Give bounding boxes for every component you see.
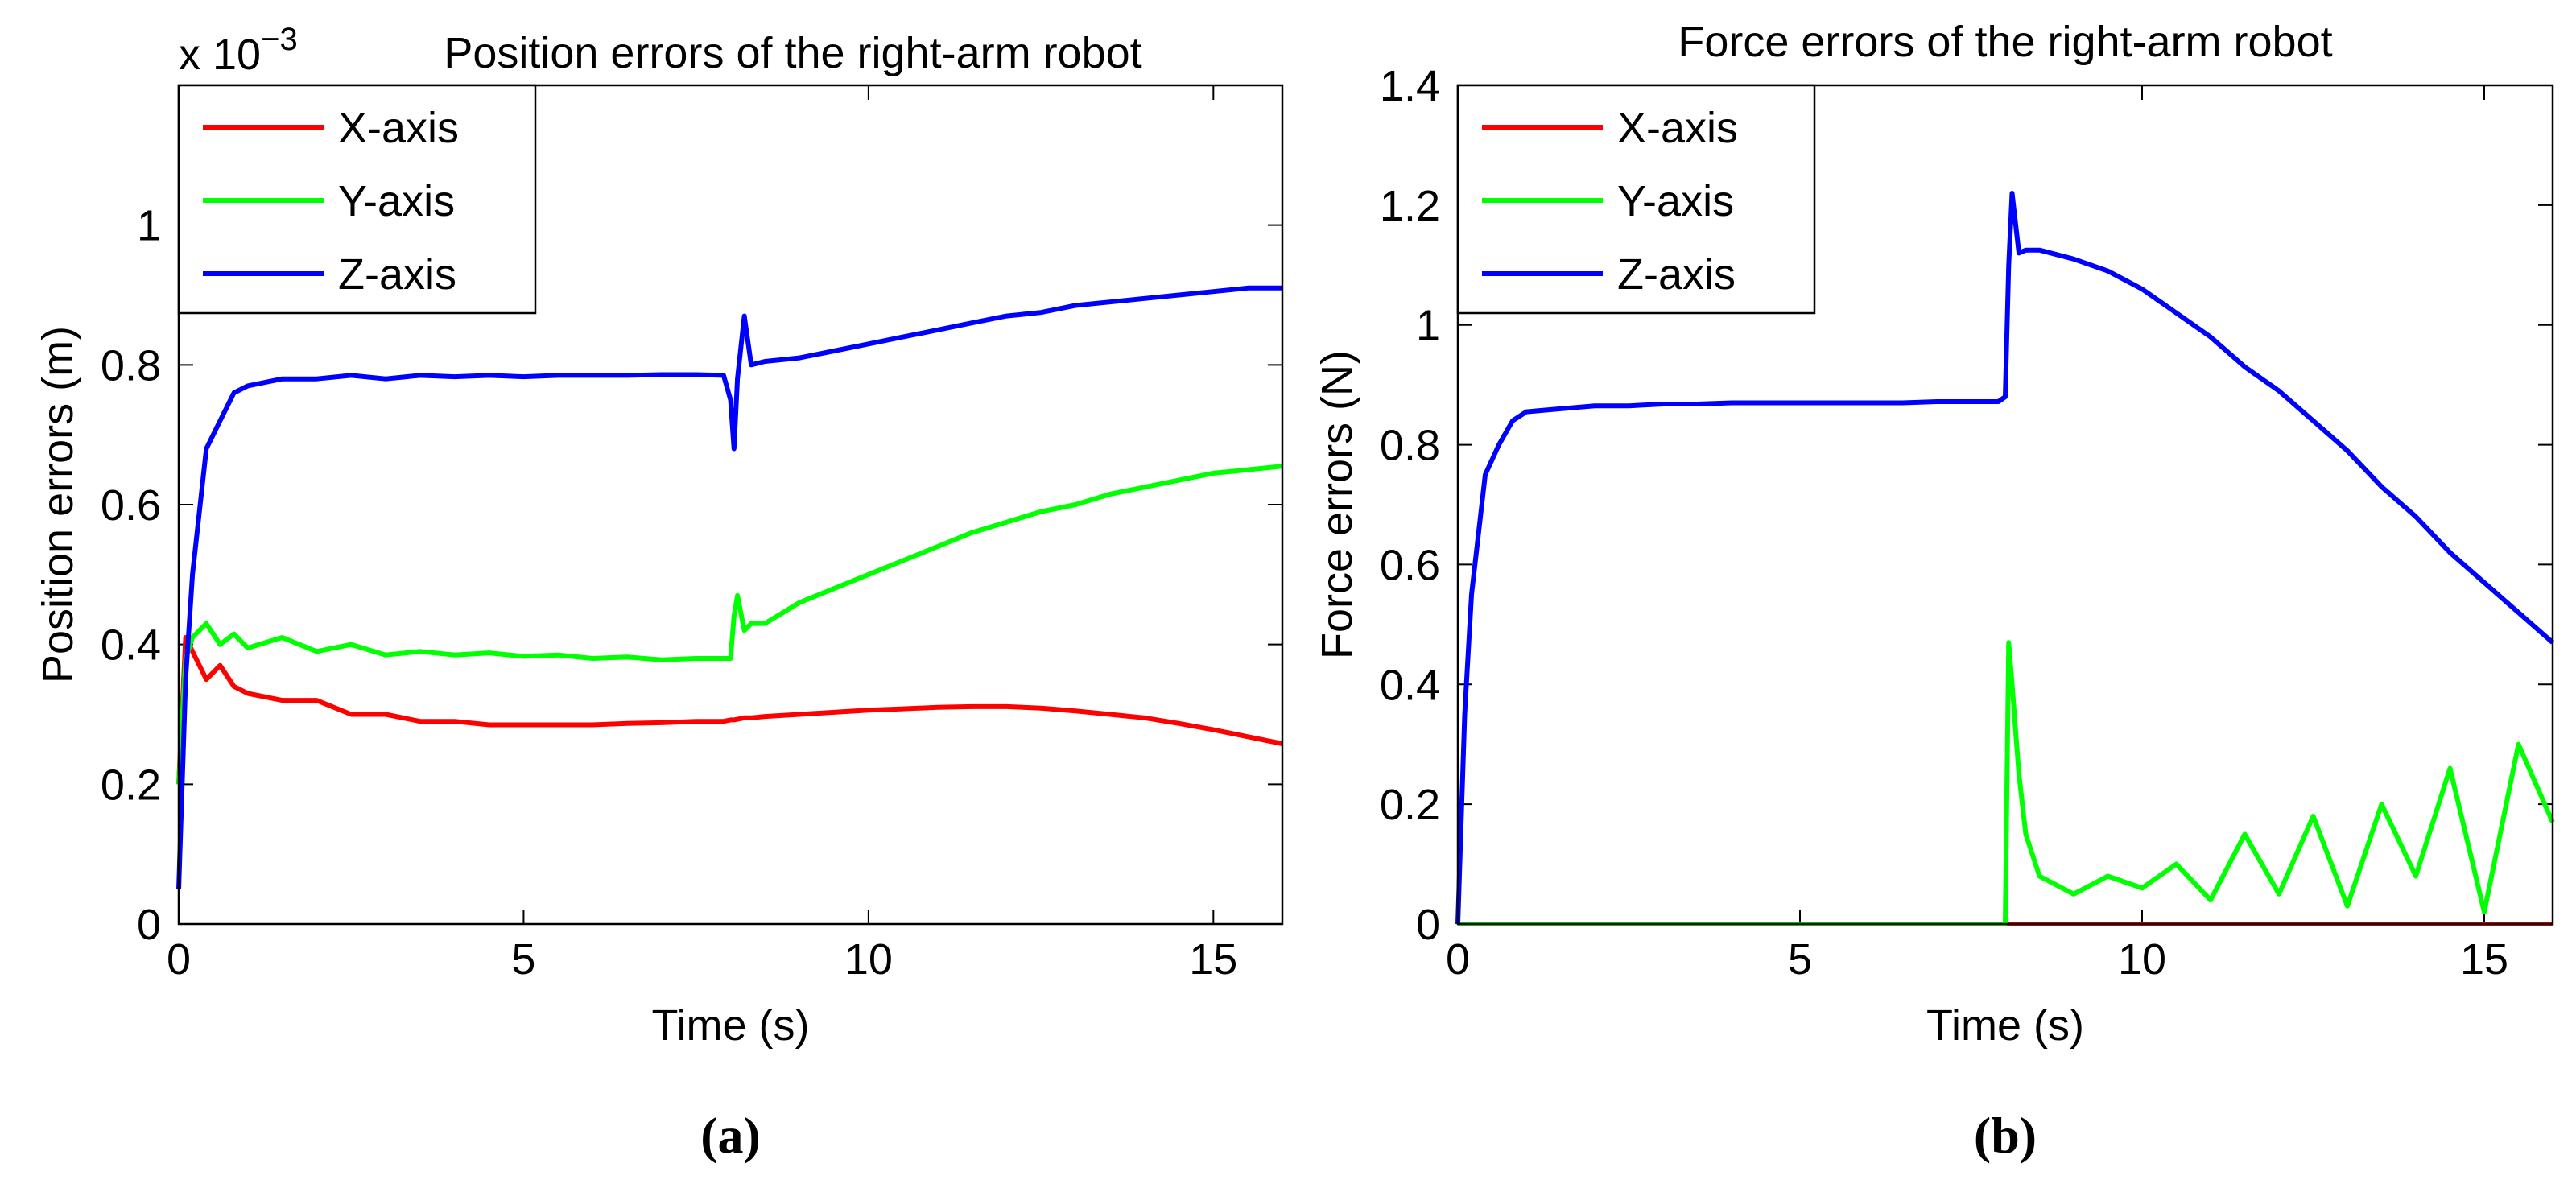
y-tick-label: 0.6 [1380, 541, 1440, 589]
data-line [176, 635, 1283, 785]
legend-label: X-axis [1617, 104, 1738, 152]
legend-label: Z-axis [1617, 250, 1736, 299]
multiplier-exponent: −3 [261, 22, 298, 57]
data-line [176, 464, 1283, 785]
x-tick-label: 10 [844, 935, 893, 984]
y-tick-label: 0.8 [101, 341, 161, 390]
y-tick-label: 0.8 [1380, 422, 1440, 470]
y-axis-label: Position errors (m) [34, 326, 82, 683]
x-tick-label: 0 [167, 935, 191, 984]
legend-label: Z-axis [338, 250, 456, 299]
x-axis-label: Time (s) [1926, 1001, 2084, 1050]
axis-multiplier: x 10−3 [179, 22, 298, 79]
x-tick-label: 15 [1189, 935, 1237, 984]
x-tick-label: 0 [1446, 935, 1470, 984]
y-tick-label: 1 [137, 202, 161, 250]
y-tick-label: 0 [137, 901, 161, 949]
y-tick-label: 1.4 [1380, 62, 1440, 110]
y-axis-label: Force errors (N) [1313, 350, 1361, 659]
legend-label: Y-axis [338, 177, 455, 225]
data-line [1455, 191, 2554, 925]
y-tick-label: 0.4 [101, 621, 161, 670]
y-tick-label: 1 [1416, 302, 1440, 350]
y-tick-label: 0.2 [101, 761, 161, 809]
legend-label: Y-axis [1617, 177, 1734, 225]
y-tick-label: 0.2 [1380, 781, 1440, 829]
legend-label: X-axis [338, 104, 459, 152]
y-tick-label: 0.6 [101, 481, 161, 530]
caption: (b) [1974, 1107, 2037, 1164]
x-tick-label: 5 [1788, 935, 1812, 984]
x-tick-label: 10 [2118, 935, 2166, 984]
caption: (a) [700, 1107, 761, 1164]
axes-box [1456, 84, 2554, 926]
chart-title: Force errors of the right-arm robot [1678, 18, 2332, 66]
data-line [176, 285, 1282, 889]
multiplier-base: x 10 [179, 31, 261, 79]
x-tick-label: 5 [511, 935, 535, 984]
chart-title: Position errors of the right-arm robot [444, 29, 1141, 77]
y-tick-label: 0.4 [1380, 661, 1440, 709]
x-axis-label: Time (s) [652, 1001, 810, 1050]
y-tick-label: 1.2 [1380, 182, 1440, 230]
x-tick-label: 15 [2460, 935, 2508, 984]
y-tick-label: 0 [1416, 901, 1440, 949]
axes-box [177, 84, 1284, 926]
